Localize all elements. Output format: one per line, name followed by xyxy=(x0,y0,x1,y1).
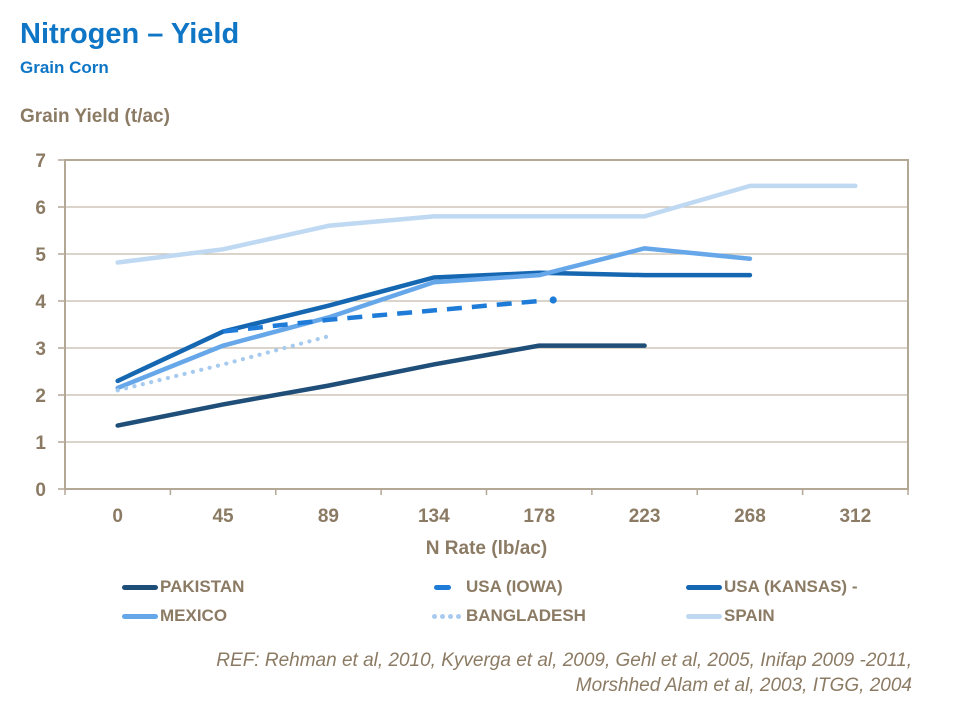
x-tick-label: 223 xyxy=(629,506,661,527)
legend-label: SPAIN xyxy=(724,606,775,625)
solid-line-marker-icon xyxy=(686,584,724,590)
series-line-usa-iowa xyxy=(222,298,540,334)
x-tick-label: 45 xyxy=(212,506,234,527)
legend-label: MEXICO xyxy=(160,606,228,625)
y-tick-label: 3 xyxy=(35,339,46,360)
legend-label: PAKISTAN xyxy=(160,577,245,596)
y-tick-label: 1 xyxy=(35,433,46,454)
x-tick-label: 134 xyxy=(418,506,450,527)
y-tick-label: 4 xyxy=(35,292,46,313)
x-tick-label: 312 xyxy=(839,506,871,527)
plot-border xyxy=(64,159,909,490)
page-subtitle: Grain Corn xyxy=(20,58,109,77)
y-tick-label: 0 xyxy=(35,480,46,501)
series-line-mexico xyxy=(115,246,753,391)
legend-item-bangladesh: BANGLADESH xyxy=(428,605,686,627)
y-tick-label: 2 xyxy=(35,386,46,407)
page-title: Nitrogen – Yield xyxy=(20,18,240,50)
series-line-spain xyxy=(115,183,858,265)
series-line-pakistan xyxy=(115,343,647,428)
series-end-dot-usa-iowa xyxy=(549,296,557,304)
chart-legend: PAKISTAN USA (IOWA) USA (KANSAS) - MEXICO BA… xyxy=(122,576,857,627)
x-tick-label: 268 xyxy=(734,506,766,527)
reference-line-2: Morshhed Alam et al, 2003, ITGG, 2004 xyxy=(575,675,912,696)
legend-item-spain: SPAIN xyxy=(686,605,857,627)
y-tick-label: 5 xyxy=(35,245,46,266)
legend-label: BANGLADESH xyxy=(466,606,586,625)
reference-line-1: REF: Rehman et al, 2010, Kyverga et al, … xyxy=(216,650,912,671)
legend-label: USA (KANSAS) - xyxy=(724,577,858,596)
x-tick-label: 178 xyxy=(523,506,555,527)
solid-line-marker-icon xyxy=(686,613,724,619)
legend-item-usa-kansas: USA (KANSAS) - xyxy=(686,576,857,598)
y-axis-title: Grain Yield (t/ac) xyxy=(20,106,170,127)
x-axis-title: N Rate (lb/ac) xyxy=(426,538,547,559)
x-tick-label: 89 xyxy=(318,506,339,527)
legend-label: USA (IOWA) xyxy=(466,577,563,596)
series-line-bangladesh xyxy=(115,334,331,393)
y-tick-label: 6 xyxy=(35,198,46,219)
solid-line-marker-icon xyxy=(122,584,160,590)
reference-text: REF: Rehman et al, 2010, Kyverga et al, … xyxy=(60,648,912,698)
legend-item-mexico: MEXICO xyxy=(122,605,428,627)
legend-item-usa-iowa: USA (IOWA) xyxy=(428,576,686,598)
x-tick-label: 0 xyxy=(112,506,123,527)
dotted-line-marker-icon xyxy=(428,613,466,619)
dashed-line-marker-icon xyxy=(428,584,466,590)
legend-item-pakistan: PAKISTAN xyxy=(122,576,428,598)
solid-line-marker-icon xyxy=(122,613,160,619)
y-tick-label: 7 xyxy=(35,151,46,172)
